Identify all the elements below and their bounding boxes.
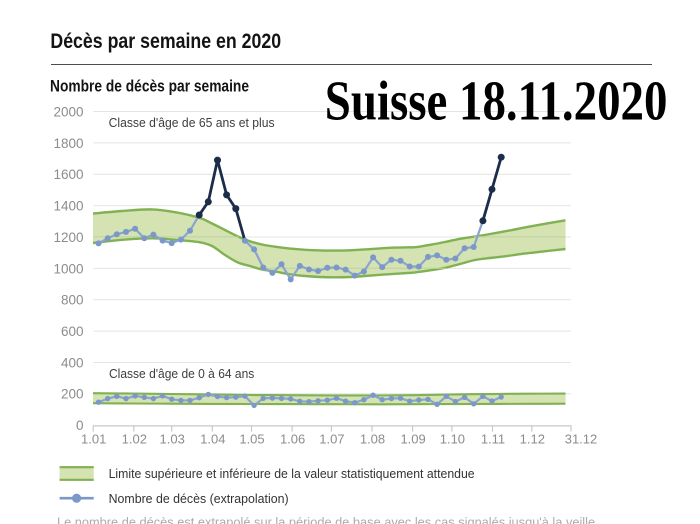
svg-text:Nombre de décès (extrapolation: Nombre de décès (extrapolation): [109, 491, 289, 506]
svg-text:800: 800: [61, 293, 84, 308]
svg-text:2000: 2000: [53, 104, 83, 119]
svg-text:1.06: 1.06: [280, 432, 305, 447]
svg-text:1000: 1000: [53, 261, 83, 276]
svg-text:1.04: 1.04: [200, 432, 225, 447]
svg-text:Classe d'âge de 65 ans et plus: Classe d'âge de 65 ans et plus: [109, 115, 275, 130]
svg-text:Décès par semaine en 2020: Décès par semaine en 2020: [50, 29, 281, 53]
svg-text:400: 400: [61, 355, 84, 370]
svg-text:1.05: 1.05: [239, 432, 264, 447]
svg-text:1.02: 1.02: [122, 432, 147, 447]
svg-text:1600: 1600: [53, 167, 83, 182]
svg-text:1.03: 1.03: [160, 432, 185, 447]
svg-text:200: 200: [61, 387, 84, 402]
svg-text:0: 0: [76, 418, 84, 433]
svg-text:1.09: 1.09: [400, 432, 425, 447]
svg-text:Le nombre de décès est extrapo: Le nombre de décès est extrapolé sur la …: [57, 514, 599, 524]
svg-text:1400: 1400: [53, 199, 83, 214]
svg-text:Nombre de décès par semaine: Nombre de décès par semaine: [50, 76, 249, 95]
svg-text:1.08: 1.08: [360, 432, 385, 447]
svg-text:1.01: 1.01: [81, 432, 106, 447]
svg-text:600: 600: [61, 324, 84, 339]
svg-text:Limite supérieure et inférieur: Limite supérieure et inférieure de la va…: [109, 466, 475, 481]
svg-text:1.11: 1.11: [481, 432, 505, 447]
svg-text:1.07: 1.07: [319, 432, 344, 447]
svg-text:1200: 1200: [53, 230, 83, 245]
svg-text:31.12: 31.12: [565, 432, 598, 447]
svg-text:1.10: 1.10: [440, 432, 465, 447]
svg-text:Classe d'âge de 0 à 64 ans: Classe d'âge de 0 à 64 ans: [109, 366, 255, 381]
svg-text:1800: 1800: [53, 136, 83, 151]
svg-text:Suisse 18.11.2020: Suisse 18.11.2020: [325, 71, 668, 133]
svg-text:1.12: 1.12: [520, 432, 545, 447]
